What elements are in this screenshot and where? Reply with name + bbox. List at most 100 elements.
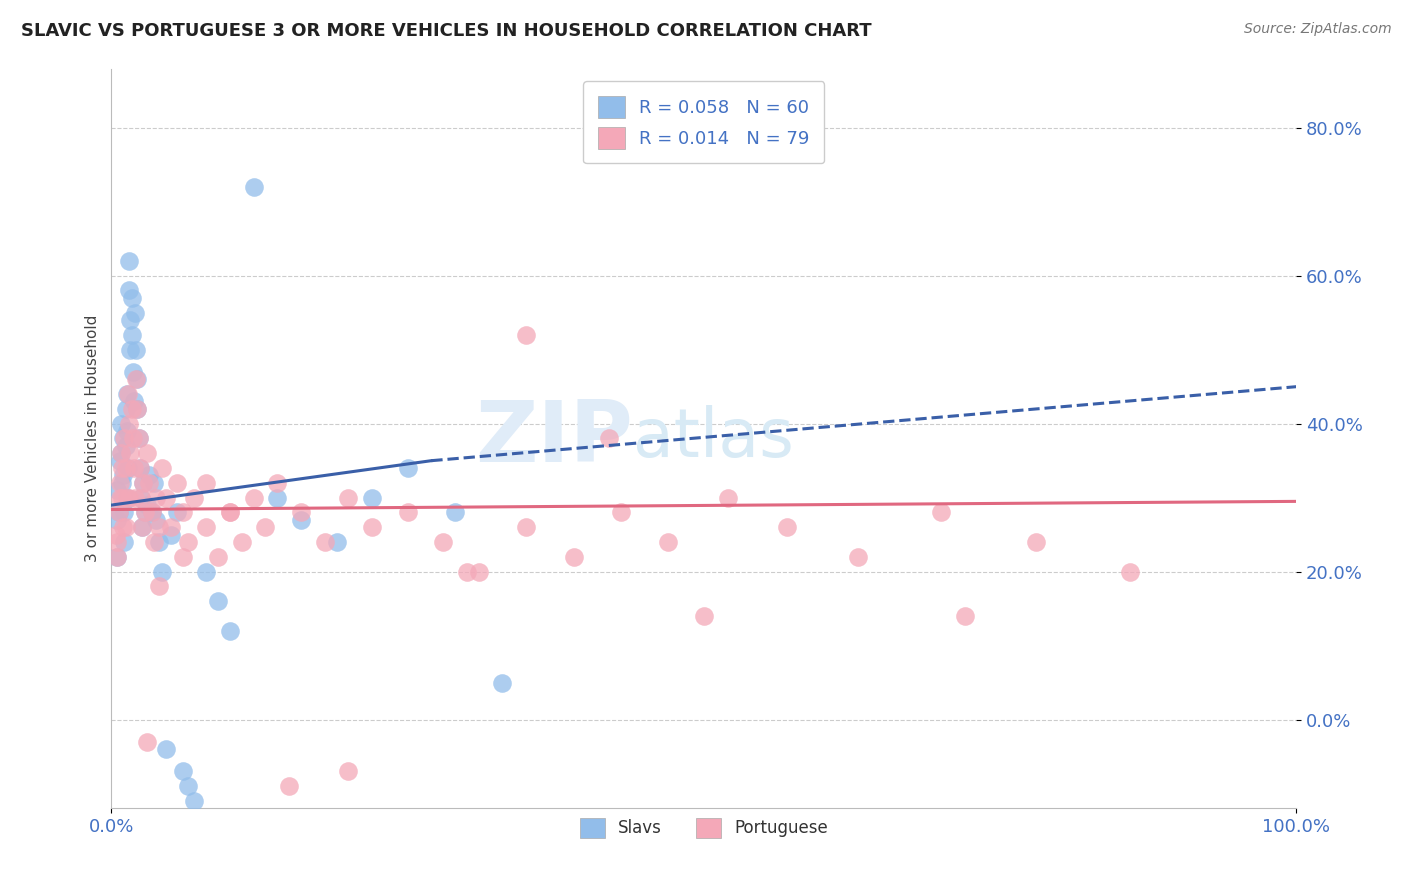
Point [108, 453, 131, 467]
Point [127, 372, 149, 386]
Point [105, 549, 128, 564]
Point [134, 506, 156, 520]
Point [776, 520, 799, 534]
Point [134, 506, 156, 520]
Point [141, 506, 163, 520]
Point [467, 565, 489, 579]
Point [172, 506, 194, 520]
Point [124, 491, 146, 505]
Point [491, 675, 513, 690]
Point [266, 491, 288, 505]
Point [219, 506, 242, 520]
Point [117, 491, 139, 505]
Point [122, 461, 145, 475]
Point [120, 313, 142, 327]
Point [361, 491, 384, 505]
Point [929, 506, 952, 520]
Point [114, 439, 136, 453]
Point [166, 475, 188, 490]
Point [278, 779, 301, 793]
Text: Source: ZipAtlas.com: Source: ZipAtlas.com [1244, 22, 1392, 37]
Point [444, 506, 467, 520]
Point [242, 491, 264, 505]
Point [118, 284, 141, 298]
Point [172, 764, 194, 779]
Point [132, 475, 155, 490]
Point [107, 506, 129, 520]
Point [120, 446, 142, 460]
Point [105, 483, 128, 498]
Point [111, 491, 134, 505]
Point [159, 527, 181, 541]
Point [125, 343, 148, 357]
Point [1025, 535, 1047, 549]
Point [325, 535, 347, 549]
Point [117, 387, 139, 401]
Text: SLAVIC VS PORTUGUESE 3 OR MORE VEHICLES IN HOUSEHOLD CORRELATION CHART: SLAVIC VS PORTUGUESE 3 OR MORE VEHICLES … [21, 22, 872, 40]
Point [143, 535, 166, 549]
Point [432, 535, 454, 549]
Point [716, 491, 738, 505]
Point [166, 506, 188, 520]
Point [598, 432, 620, 446]
Point [110, 446, 132, 460]
Point [121, 401, 143, 416]
Point [136, 735, 159, 749]
Point [118, 417, 141, 431]
Point [129, 491, 152, 505]
Point [121, 291, 143, 305]
Legend: Slavs, Portuguese: Slavs, Portuguese [574, 811, 834, 845]
Point [159, 520, 181, 534]
Point [231, 535, 253, 549]
Point [112, 520, 135, 534]
Point [515, 520, 537, 534]
Point [105, 535, 128, 549]
Point [610, 506, 633, 520]
Point [118, 491, 141, 505]
Point [337, 764, 360, 779]
Point [148, 579, 170, 593]
Point [219, 506, 242, 520]
Point [136, 498, 159, 512]
Point [112, 432, 135, 446]
Point [122, 394, 145, 409]
Point [337, 491, 360, 505]
Point [131, 520, 153, 534]
Point [114, 535, 136, 549]
Point [150, 461, 173, 475]
Point [183, 794, 205, 808]
Point [120, 343, 142, 357]
Point [207, 549, 229, 564]
Text: atlas: atlas [633, 406, 793, 472]
Point [136, 446, 159, 460]
Point [183, 491, 205, 505]
Point [115, 424, 138, 438]
Point [132, 475, 155, 490]
Point [121, 327, 143, 342]
Point [219, 624, 242, 638]
Point [108, 491, 131, 505]
Point [111, 461, 134, 475]
Point [1119, 565, 1142, 579]
Point [177, 535, 200, 549]
Point [115, 387, 138, 401]
Point [108, 475, 131, 490]
Point [177, 779, 200, 793]
Point [195, 520, 218, 534]
Point [128, 432, 150, 446]
Point [111, 475, 134, 490]
Point [107, 506, 129, 520]
Point [148, 535, 170, 549]
Point [361, 520, 384, 534]
Point [138, 468, 160, 483]
Point [105, 513, 128, 527]
Point [128, 461, 150, 475]
Point [456, 565, 478, 579]
Point [290, 506, 312, 520]
Point [114, 506, 136, 520]
Point [314, 535, 336, 549]
Point [129, 491, 152, 505]
Point [125, 372, 148, 386]
Y-axis label: 3 or more Vehicles in Household: 3 or more Vehicles in Household [86, 315, 100, 562]
Point [127, 401, 149, 416]
